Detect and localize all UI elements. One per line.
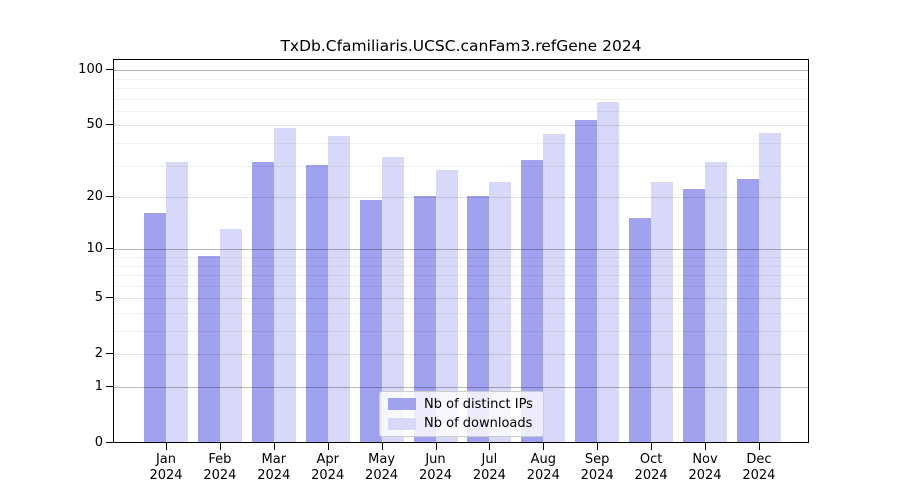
bar-jul-distinct-ips [467,196,490,442]
legend-swatch-downloads [388,417,416,430]
bar-dec-distinct-ips [736,178,759,442]
bar-jun-downloads [435,169,458,442]
bar-dec-downloads [758,132,781,442]
gridline-y-50 [114,125,808,127]
y-tick-mark [106,297,113,299]
gridline-y-60 [114,110,808,112]
gridline-y-20 [114,197,808,198]
y-tick-mark [106,248,113,250]
bar-may-downloads [381,157,404,442]
x-tick-mark [381,443,383,450]
legend-label-downloads: Nb of downloads [424,416,533,432]
x-tick-mark [651,443,653,450]
y-tick-label: 20 [86,189,103,204]
x-tick-label-oct: Oct 2024 [634,452,668,483]
x-tick-label-sep: Sep 2024 [580,452,614,483]
bar-jun-distinct-ips [413,196,436,442]
legend-item-downloads: Nb of downloads [388,416,535,433]
bar-nov-distinct-ips [683,188,705,442]
bar-aug-distinct-ips [521,159,544,442]
bar-mar-downloads [273,127,296,442]
x-tick-label-may: May 2024 [365,452,399,483]
x-tick-label-jul: Jul 2024 [472,452,506,483]
bar-aug-downloads [543,134,566,442]
chart-title: TxDb.Cfamiliaris.UCSC.canFam3.refGene 20… [280,37,642,55]
x-tick-label-jun: Jun 2024 [418,452,453,483]
y-tick-label: 10 [86,241,103,257]
x-tick-mark [435,443,437,450]
legend-item-distinct-ips: Nb of distinct IPs [388,396,535,413]
x-tick-mark [273,443,275,450]
bar-apr-distinct-ips [305,164,328,442]
x-tick-mark [543,443,545,450]
y-tick-label: 1 [94,379,103,394]
gridline-y-6 [114,285,808,287]
y-tick-mark [106,124,113,126]
bar-apr-downloads [327,136,350,442]
gridline-y-9 [114,257,808,258]
x-tick-label-aug: Aug 2024 [526,452,560,483]
y-tick-mark [106,196,113,197]
gridline-y-8 [114,265,808,267]
x-tick-label-nov: Nov 2024 [688,452,722,483]
gridline-y-100 [114,70,808,72]
bar-sep-distinct-ips [575,119,598,442]
x-tick-mark [489,443,491,450]
x-tick-mark [166,443,167,450]
gridline-y-1 [114,387,808,388]
legend: Nb of distinct IPs Nb of downloads [379,391,544,437]
bar-jul-downloads [489,181,512,442]
y-tick-label: 2 [94,346,103,362]
x-tick-mark [219,443,221,450]
y-tick-mark [106,353,113,355]
gridline-y-40 [114,142,808,144]
bar-oct-distinct-ips [629,218,652,442]
bar-mar-distinct-ips [251,162,274,442]
x-tick-label-dec: Dec 2024 [742,452,776,483]
gridline-y-7 [114,275,808,276]
gridline-y-4 [114,313,808,314]
y-tick-mark [106,386,113,387]
y-tick-label: 50 [86,117,103,133]
bar-may-distinct-ips [359,199,382,442]
bar-nov-downloads [705,162,727,442]
gridline-y-90 [114,78,808,80]
x-tick-label-mar: Mar 2024 [257,452,291,483]
x-tick-label-apr: Apr 2024 [311,452,345,483]
gridline-y-30 [114,165,808,167]
gridline-y-3 [114,331,808,332]
gridline-y-80 [114,87,808,89]
plot-area [113,59,809,443]
x-tick-mark [758,443,760,450]
bar-jan-distinct-ips [144,213,166,442]
x-tick-mark [327,443,329,450]
y-tick-label: 0 [94,435,103,450]
legend-label-distinct-ips: Nb of distinct IPs [424,396,533,412]
y-tick-label: 100 [78,62,103,78]
gridline-y-5 [114,298,808,300]
x-tick-mark [705,443,706,450]
bar-sep-downloads [597,102,620,442]
gridline-y-2 [114,354,808,356]
legend-swatch-distinct-ips [388,398,416,411]
gridline-y-70 [114,98,808,100]
y-tick-mark [106,69,113,71]
bar-jan-downloads [166,162,188,442]
bar-feb-distinct-ips [197,256,220,442]
y-tick-label: 5 [94,290,103,306]
y-tick-mark [106,442,113,443]
x-tick-mark [597,443,599,450]
gridline-y-10 [114,249,808,251]
bar-feb-downloads [219,228,242,442]
x-tick-label-jan: Jan 2024 [149,452,183,483]
bar-oct-downloads [651,181,674,442]
x-tick-label-feb: Feb 2024 [203,452,237,483]
